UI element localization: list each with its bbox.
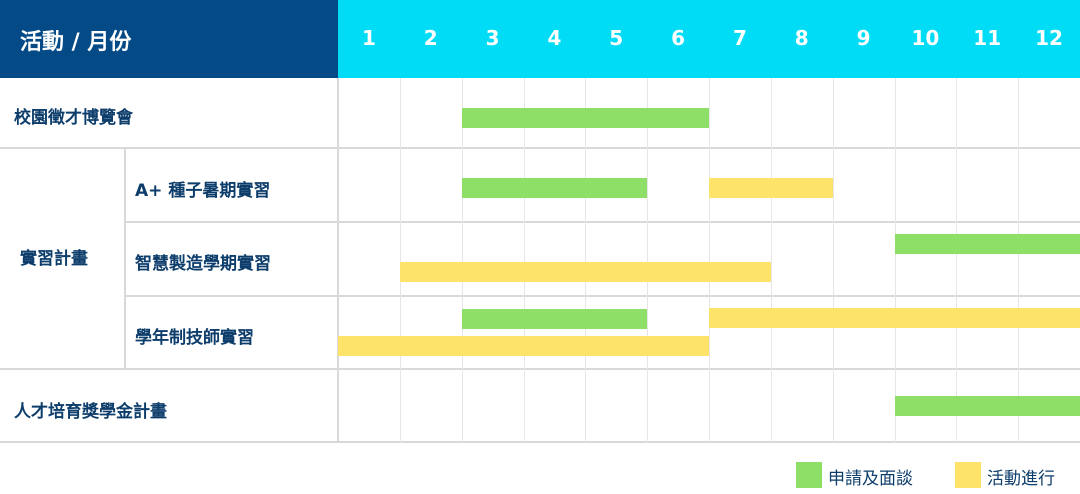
legend-activity-label: 活動進行 — [987, 469, 1055, 489]
month-header: 1 2 3 4 5 6 7 8 9 10 11 12 — [338, 0, 1080, 78]
month-label: 5 — [609, 26, 624, 50]
legend-apply-label: 申請及面談 — [828, 469, 913, 489]
month-gridline — [832, 78, 834, 442]
row-divider — [0, 147, 1080, 149]
month-gridline — [956, 78, 958, 442]
month-gridline — [647, 78, 649, 442]
month-gridline — [1018, 78, 1020, 442]
row-divider — [0, 368, 1080, 370]
apply-bar — [894, 396, 1080, 416]
activity-bar — [709, 178, 833, 198]
row-label-a-plus: A+ 種子暑期實習 — [135, 181, 271, 201]
row-divider — [125, 221, 1080, 223]
month-gridline — [461, 78, 463, 442]
month-label: 7 — [732, 26, 747, 50]
activity-bar — [338, 336, 709, 356]
month-label: 8 — [794, 26, 809, 50]
month-label: 4 — [547, 26, 562, 50]
month-gridline — [523, 78, 525, 442]
apply-bar — [461, 309, 648, 329]
month-label: 1 — [361, 26, 376, 50]
legend-apply-swatch — [796, 462, 822, 488]
month-label: 2 — [423, 26, 438, 50]
month-label: 9 — [856, 26, 871, 50]
row-label-campus-fair: 校園徵才博覽會 — [14, 108, 133, 128]
apply-bar — [894, 234, 1080, 254]
row-label-scholarship: 人才培育獎學金計畫 — [14, 402, 167, 422]
header-title: 活動 / 月份 — [0, 0, 338, 78]
month-gridline — [894, 78, 896, 442]
row-divider — [0, 441, 1080, 443]
activity-bar — [709, 308, 1080, 328]
row-label-year-tech: 學年制技師實習 — [135, 328, 254, 348]
month-label: 12 — [1035, 26, 1063, 50]
column-divider — [337, 78, 339, 442]
month-gridline — [770, 78, 772, 442]
row-divider — [125, 295, 1080, 297]
row-label-smart-mfg: 智慧製造學期實習 — [135, 254, 271, 274]
month-label: 3 — [485, 26, 500, 50]
month-label: 6 — [671, 26, 686, 50]
apply-bar — [461, 178, 648, 198]
month-gridline — [709, 78, 710, 442]
legend-activity-swatch — [955, 462, 981, 488]
column-divider — [124, 148, 126, 369]
month-gridline — [399, 78, 401, 442]
month-gridline — [585, 78, 587, 442]
apply-bar — [461, 108, 709, 128]
activity-bar — [399, 262, 771, 282]
month-label: 10 — [911, 26, 940, 50]
month-label: 11 — [973, 26, 1002, 50]
row-label-internship-group: 實習計畫 — [20, 249, 88, 269]
